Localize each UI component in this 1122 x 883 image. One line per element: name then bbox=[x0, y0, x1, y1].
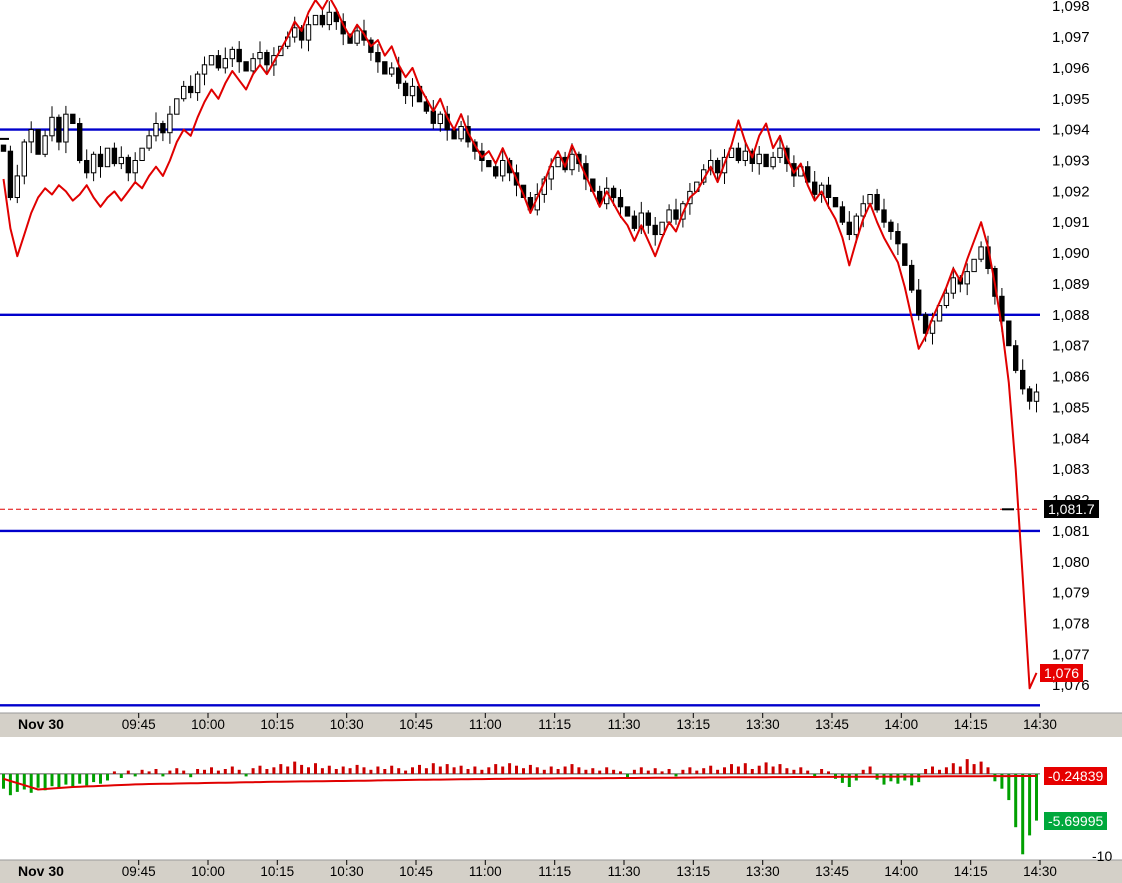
indicator-bars bbox=[2, 759, 1038, 855]
y-axis-tick-label: 1,087 bbox=[1052, 338, 1090, 355]
time-tick-label: 13:45 bbox=[815, 717, 849, 732]
y-axis-tick-label: 1,086 bbox=[1052, 369, 1090, 386]
y-axis-tick-label: 1,080 bbox=[1052, 554, 1090, 571]
y-axis-tick-label: 1,095 bbox=[1052, 91, 1090, 108]
y-axis-tick-label: 1,098 bbox=[1052, 0, 1090, 15]
y-axis-tick-label: 1,089 bbox=[1052, 276, 1090, 293]
time-tick-label: 14:30 bbox=[1023, 717, 1057, 732]
time-tick-label: 11:30 bbox=[608, 864, 641, 879]
time-tick-label: 10:00 bbox=[191, 717, 225, 732]
y-axis-tick-label: 1,093 bbox=[1052, 153, 1090, 170]
y-axis-tick-label: 1,084 bbox=[1052, 430, 1090, 447]
y-axis-tick-label: 1,079 bbox=[1052, 585, 1090, 602]
time-tick-label: 10:15 bbox=[260, 717, 294, 732]
time-tick-label: 13:15 bbox=[676, 717, 710, 732]
time-tick-label: 14:00 bbox=[884, 864, 918, 879]
overlay-price-tag: 1,076 bbox=[1040, 663, 1084, 682]
y-axis-tick-label: 1,096 bbox=[1052, 60, 1090, 77]
y-axis-labels: 1,098 1,097 1,096 1,095 1,094 1,093 1,092 1,091… bbox=[1052, 0, 1090, 694]
overlay-price-line bbox=[2, 0, 1038, 690]
time-tick-label: 14:30 bbox=[1023, 864, 1057, 879]
level-lines bbox=[0, 128, 1040, 707]
indicator-panel-canvas[interactable]: Nov 30 09:45 10:00 10:15 10:30 10:45 11:00 11:1… bbox=[0, 737, 1122, 883]
y-axis-tick-label: 1,094 bbox=[1052, 122, 1090, 139]
y-axis-tick-label: 1,091 bbox=[1052, 214, 1090, 231]
time-tick-label: 10:30 bbox=[330, 864, 364, 879]
time-tick-label: 14:00 bbox=[884, 717, 918, 732]
y-axis-tick-label: 1,097 bbox=[1052, 29, 1090, 46]
y-axis-tick-label: 1,085 bbox=[1052, 399, 1090, 416]
time-tick-label: 11:30 bbox=[608, 717, 641, 732]
time-tick-label: 13:15 bbox=[676, 864, 710, 879]
price-panel-canvas[interactable]: 1,098 1,097 1,096 1,095 1,094 1,093 1,092 1,091… bbox=[0, 0, 1122, 737]
time-tick-label: 13:30 bbox=[746, 864, 780, 879]
time-tick-label: 13:30 bbox=[746, 717, 780, 732]
y-axis-tick-label: 1,078 bbox=[1052, 616, 1090, 633]
time-tick-label: 11:15 bbox=[538, 717, 571, 732]
time-tick-label: 10:15 bbox=[260, 864, 294, 879]
time-tick-label: 13:45 bbox=[815, 864, 849, 879]
indicator-line bbox=[3, 775, 1037, 791]
y-axis-tick-label: 1,088 bbox=[1052, 307, 1090, 324]
indicator-line-value-tag: -0.24839 bbox=[1044, 766, 1108, 785]
time-tick-label: 11:00 bbox=[469, 717, 502, 732]
candlestick-series bbox=[0, 1, 1040, 413]
last-price-tag: 1,081.7 bbox=[1044, 500, 1099, 519]
date-label: Nov 30 bbox=[18, 863, 64, 879]
time-tick-label: 10:45 bbox=[399, 717, 433, 732]
time-tick-label: 11:00 bbox=[469, 864, 502, 879]
x-axis-strip: Nov 30 09:45 10:00 10:15 10:30 10:45 11:00 11:1… bbox=[0, 859, 1122, 883]
time-tick-label: 09:45 bbox=[122, 864, 156, 879]
x-axis-strip: Nov 30 09:45 10:00 10:15 10:30 10:45 11:00 11:1… bbox=[0, 712, 1122, 737]
y-axis-tick-label: 1,081 bbox=[1052, 523, 1090, 540]
date-label: Nov 30 bbox=[18, 716, 64, 732]
indicator-min-label: -10 bbox=[1092, 847, 1113, 864]
time-tick-label: 10:00 bbox=[191, 864, 225, 879]
time-tick-label: 10:30 bbox=[330, 717, 364, 732]
time-tick-label: 11:15 bbox=[538, 864, 571, 879]
time-tick-label: 09:45 bbox=[122, 717, 156, 732]
time-tick-label: 14:15 bbox=[954, 864, 988, 879]
indicator-bar-value-tag: -5.69995 bbox=[1044, 811, 1108, 830]
time-tick-label: 14:15 bbox=[954, 717, 988, 732]
y-axis-tick-label: 1,083 bbox=[1052, 461, 1090, 478]
y-axis-tick-label: 1,092 bbox=[1052, 183, 1090, 200]
y-axis-tick-label: 1,090 bbox=[1052, 245, 1090, 262]
y-axis-tick-label: 1,077 bbox=[1052, 646, 1090, 663]
time-tick-label: 10:45 bbox=[399, 864, 433, 879]
